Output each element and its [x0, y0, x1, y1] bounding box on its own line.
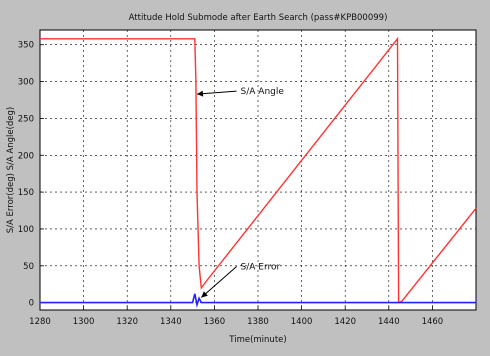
grid-lines — [39, 30, 476, 310]
y-tick-labels: 0 50 100 150 200 250 300 350 — [18, 41, 34, 309]
annotation-arrowhead — [196, 90, 204, 97]
chart-title: Attitude Hold Submode after Earth Search… — [129, 13, 388, 23]
x-tick-label: 1380 — [247, 317, 269, 327]
annotation-arrow — [200, 266, 237, 298]
annotation-label: S/A Error — [241, 262, 281, 272]
series-layer — [40, 36, 477, 308]
x-axis-label: Time(minute) — [228, 335, 286, 345]
y-axis-label: S/A Error(deg) S/A Angle(deg) — [6, 107, 16, 233]
y-tick-label: 50 — [23, 262, 34, 272]
y-tick-label: 150 — [18, 188, 34, 198]
annotation-arrow — [196, 90, 237, 95]
annotation-arrowhead — [201, 291, 208, 298]
x-tick-label: 1460 — [422, 317, 444, 327]
y-tick-label: 200 — [18, 151, 34, 161]
y-tick-label: 350 — [18, 41, 34, 51]
x-tick-labels: 1280 1300 1320 1340 1360 1380 1400 1420 1440 1460 — [29, 317, 443, 327]
x-tick-label: 1300 — [73, 317, 95, 327]
x-tick-label: 1280 — [29, 317, 51, 327]
y-tick-label: 100 — [18, 225, 34, 235]
s-a-error-line — [40, 293, 476, 308]
y-tick-label: 300 — [18, 78, 34, 88]
y-tick-label: 0 — [29, 299, 34, 309]
annotation-label: S/A Angle — [241, 87, 285, 97]
x-tick-label: 1320 — [116, 317, 138, 327]
y-tick-label: 250 — [18, 114, 34, 124]
x-tick-label: 1340 — [160, 317, 182, 327]
x-tick-label: 1420 — [334, 317, 356, 327]
annotation-layer: S/A Angle S/A Error — [196, 87, 285, 298]
x-tick-label: 1360 — [204, 317, 226, 327]
x-tick-label: 1400 — [291, 317, 313, 327]
x-tick-label: 1440 — [378, 317, 400, 327]
